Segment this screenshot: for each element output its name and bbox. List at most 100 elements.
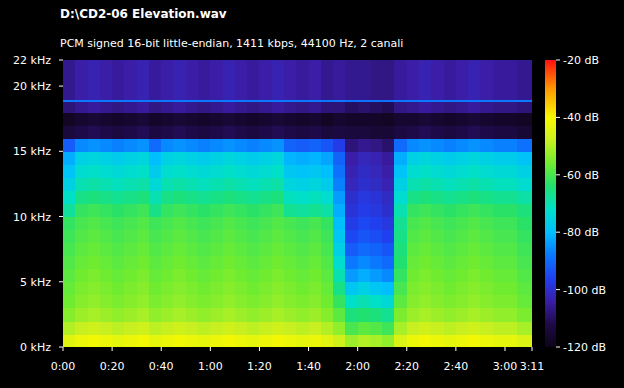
cell bbox=[259, 112, 272, 126]
cell bbox=[198, 125, 211, 139]
cell bbox=[444, 112, 457, 126]
cell bbox=[382, 138, 395, 152]
cell bbox=[407, 86, 420, 100]
cell bbox=[407, 138, 420, 152]
cell bbox=[161, 73, 174, 87]
x-tick bbox=[504, 347, 505, 351]
cell bbox=[382, 60, 395, 74]
cell bbox=[63, 204, 76, 218]
cell bbox=[493, 217, 506, 231]
cell bbox=[309, 125, 322, 139]
cell bbox=[210, 151, 223, 165]
cell bbox=[309, 164, 322, 178]
colorbar-tick bbox=[556, 174, 560, 175]
y-tick bbox=[59, 151, 63, 152]
cell bbox=[468, 177, 481, 191]
cell bbox=[75, 112, 88, 126]
cell bbox=[456, 60, 469, 74]
cell bbox=[137, 151, 150, 165]
cell bbox=[358, 164, 371, 178]
cell bbox=[493, 102, 506, 113]
cell bbox=[235, 217, 248, 231]
cell bbox=[247, 334, 260, 347]
y-tick-label: 10 kHz bbox=[13, 211, 51, 224]
cell bbox=[309, 138, 322, 152]
cell bbox=[419, 190, 432, 204]
cell bbox=[321, 125, 334, 139]
cell bbox=[358, 256, 371, 270]
cell bbox=[100, 269, 113, 283]
cell bbox=[394, 217, 407, 231]
cell bbox=[468, 86, 481, 100]
y-tick-label: 20 kHz bbox=[13, 80, 51, 93]
cell bbox=[296, 102, 309, 113]
cell bbox=[235, 256, 248, 270]
cell bbox=[124, 269, 137, 283]
cell bbox=[161, 151, 174, 165]
cell bbox=[321, 282, 334, 296]
cell bbox=[259, 217, 272, 231]
colorbar-tick bbox=[556, 289, 560, 290]
cell bbox=[112, 125, 125, 139]
cell bbox=[468, 256, 481, 270]
cell bbox=[186, 151, 199, 165]
cell bbox=[161, 138, 174, 152]
cell bbox=[444, 125, 457, 139]
cell bbox=[333, 230, 346, 244]
cell bbox=[431, 321, 444, 335]
cell bbox=[186, 204, 199, 218]
cell bbox=[296, 256, 309, 270]
cell bbox=[149, 243, 162, 257]
cell bbox=[382, 112, 395, 126]
cell bbox=[382, 177, 395, 191]
cell bbox=[186, 243, 199, 257]
cell bbox=[259, 125, 272, 139]
cell bbox=[431, 177, 444, 191]
cell bbox=[272, 190, 285, 204]
cell bbox=[456, 151, 469, 165]
cell bbox=[272, 112, 285, 126]
cell bbox=[63, 295, 76, 309]
x-tick-label: 1:20 bbox=[247, 360, 272, 373]
x-tick-label: 3:11 bbox=[520, 360, 545, 373]
cell bbox=[88, 125, 101, 139]
cell bbox=[345, 73, 358, 87]
cell bbox=[517, 204, 532, 218]
cell bbox=[63, 243, 76, 257]
cell bbox=[198, 73, 211, 87]
cell bbox=[505, 269, 518, 283]
cell bbox=[284, 269, 297, 283]
cell bbox=[444, 73, 457, 87]
cell bbox=[333, 295, 346, 309]
cell bbox=[186, 164, 199, 178]
cell bbox=[309, 204, 322, 218]
cell bbox=[407, 164, 420, 178]
cell bbox=[333, 73, 346, 87]
cell bbox=[333, 269, 346, 283]
cell bbox=[161, 243, 174, 257]
x-tick bbox=[532, 347, 533, 351]
cell bbox=[480, 125, 493, 139]
cell bbox=[370, 151, 383, 165]
spectrogram-chart: D:\CD2-06 Elevation.wavPCM signed 16-bit… bbox=[0, 0, 624, 388]
cell bbox=[345, 334, 358, 347]
y-tick-label: 22 kHz bbox=[13, 54, 51, 67]
cell bbox=[223, 86, 236, 100]
cell bbox=[272, 151, 285, 165]
cell bbox=[223, 282, 236, 296]
cell bbox=[149, 138, 162, 152]
cell bbox=[161, 334, 174, 347]
cell bbox=[321, 334, 334, 347]
cell bbox=[284, 102, 297, 113]
cell bbox=[210, 243, 223, 257]
cell bbox=[63, 177, 76, 191]
cell bbox=[333, 151, 346, 165]
cell bbox=[505, 164, 518, 178]
x-tick-label: 2:40 bbox=[444, 360, 469, 373]
cell bbox=[198, 177, 211, 191]
cell bbox=[480, 230, 493, 244]
cell bbox=[149, 321, 162, 335]
cell bbox=[173, 177, 186, 191]
y-tick bbox=[59, 60, 63, 61]
cell bbox=[63, 60, 76, 74]
